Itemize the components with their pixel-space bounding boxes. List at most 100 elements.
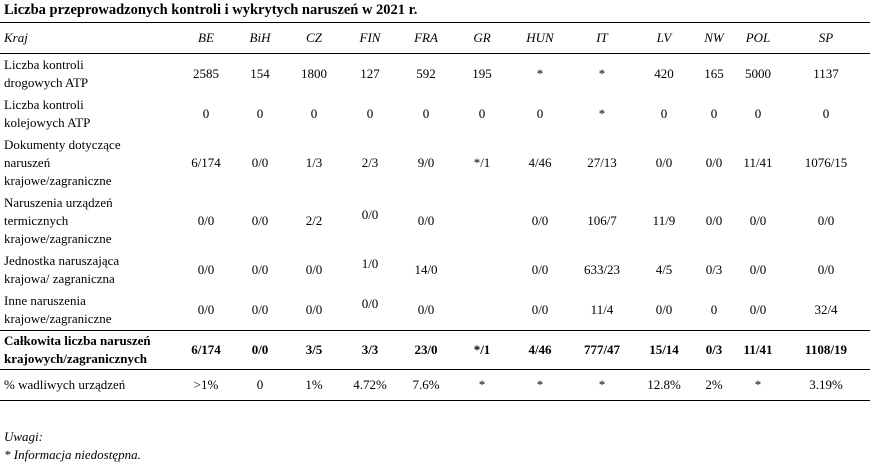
table-cell: 5000 xyxy=(745,66,771,81)
header-country: POL xyxy=(734,22,782,54)
table-cell: 0 xyxy=(234,369,286,401)
table-cell: 0 xyxy=(536,106,544,121)
table-cell: 165 xyxy=(704,66,724,81)
table-cell: 4/46 xyxy=(510,330,570,370)
table-cell: 9/0 xyxy=(417,155,435,170)
table-cell: 0/0 xyxy=(749,213,767,228)
header-country: FIN xyxy=(342,22,398,54)
table-cell: 0/0 xyxy=(234,330,286,370)
table-cell: 0 xyxy=(710,302,718,317)
table-cell xyxy=(454,192,510,250)
notes-heading: Uwagi: xyxy=(4,429,43,444)
row-label: Całkowita liczba naruszeń krajowych/zagr… xyxy=(0,330,178,370)
table-cell: 11/4 xyxy=(590,302,614,317)
table-cell: 0/0 xyxy=(531,262,549,277)
table-cell: 14/0 xyxy=(414,262,438,277)
table-cell: 0/0 xyxy=(817,262,835,277)
table-cell: 0/0 xyxy=(305,302,323,317)
table-cell: 0 xyxy=(422,106,430,121)
table-cell: 0/0 xyxy=(417,213,435,228)
table-cell: 23/0 xyxy=(398,330,454,370)
row-label: Liczba kontroli drogowych ATP xyxy=(4,57,89,90)
table-cell: 6/174 xyxy=(178,330,234,370)
table-cell: 0/0 xyxy=(361,207,379,222)
header-country: SP xyxy=(782,22,870,54)
table-cell: 0/0 xyxy=(531,302,549,317)
table-cell: 3.19% xyxy=(782,369,870,401)
notes-line: * Informacja niedostępna. xyxy=(4,447,141,462)
table-cell: * xyxy=(454,369,510,401)
table-notes: Uwagi: * Informacja niedostępna. xyxy=(4,428,141,464)
table-row-rail-checks: Liczba kontroli kolejowych ATP 0 0 0 0 0… xyxy=(0,94,870,134)
table-row-defective-percent: % wadliwych urządzeń >1% 0 1% 4.72% 7.6%… xyxy=(0,369,870,401)
table-cell: 4.72% xyxy=(342,369,398,401)
table-cell: 0/0 xyxy=(305,262,323,277)
table-cell: 592 xyxy=(416,66,436,81)
table-cell: * xyxy=(598,66,606,81)
table-cell: 1108/19 xyxy=(782,330,870,370)
table-cell: 127 xyxy=(360,66,380,81)
table-cell: 1/3 xyxy=(305,155,323,170)
table-cell: 0 xyxy=(256,106,264,121)
table-cell: 0/0 xyxy=(749,302,767,317)
table-row-violating-unit: Jednostka naruszająca krajowa/ zagranicz… xyxy=(0,250,870,290)
table-cell: 0/0 xyxy=(655,302,673,317)
header-country: HUN xyxy=(510,22,570,54)
table-cell: 1137 xyxy=(813,66,839,81)
header-country: NW xyxy=(694,22,734,54)
table-cell: 0/0 xyxy=(817,213,835,228)
table-cell: 3/5 xyxy=(286,330,342,370)
table-cell: 7.6% xyxy=(398,369,454,401)
table-cell: 0 xyxy=(478,106,486,121)
table-row-document-violations: Dokumenty dotyczące naruszeń krajowe/zag… xyxy=(0,134,870,192)
header-row: Kraj BE BiH CZ FIN FRA GR HUN IT LV NW P… xyxy=(0,22,870,54)
table-cell: 195 xyxy=(472,66,492,81)
header-country: LV xyxy=(634,22,694,54)
table-cell: 0/0 xyxy=(417,302,435,317)
table-cell: 2585 xyxy=(193,66,219,81)
table-cell xyxy=(454,250,510,290)
table-row-road-checks: Liczba kontroli drogowych ATP 2585 154 1… xyxy=(0,54,870,95)
table-cell: 0/0 xyxy=(197,262,215,277)
table-cell: 11/41 xyxy=(743,155,773,170)
header-country: CZ xyxy=(286,22,342,54)
table-cell: 1% xyxy=(286,369,342,401)
table-cell: 777/47 xyxy=(570,330,634,370)
row-label: Dokumenty dotyczące naruszeń krajowe/zag… xyxy=(4,137,121,188)
table-cell: 2/2 xyxy=(305,213,323,228)
table-cell: 0 xyxy=(202,106,210,121)
table-cell: 1800 xyxy=(301,66,327,81)
table-cell: 0/3 xyxy=(694,330,734,370)
table-cell: 0/0 xyxy=(655,155,673,170)
header-country: BE xyxy=(178,22,234,54)
table-cell: 0 xyxy=(754,106,762,121)
table-cell: 0/0 xyxy=(361,296,379,311)
table-row-other-violations: Inne naruszenia krajowe/zagraniczne 0/0 … xyxy=(0,290,870,331)
table-cell: 0 xyxy=(822,106,830,121)
header-country: BiH xyxy=(234,22,286,54)
table-cell: 2% xyxy=(694,369,734,401)
table-cell: */1 xyxy=(454,330,510,370)
table-cell: 0 xyxy=(710,106,718,121)
table-cell: 0/0 xyxy=(197,213,215,228)
table-cell: 0/0 xyxy=(705,213,723,228)
table-cell: */1 xyxy=(473,155,491,170)
table-cell: 0/0 xyxy=(197,302,215,317)
table-cell: 15/14 xyxy=(634,330,694,370)
header-country: GR xyxy=(454,22,510,54)
table-cell: 0/0 xyxy=(251,155,269,170)
table-cell: 420 xyxy=(654,66,674,81)
table-cell: 0/3 xyxy=(705,262,723,277)
table-cell: 2/3 xyxy=(361,155,379,170)
table-cell: 4/46 xyxy=(528,155,552,170)
table-row-total: Całkowita liczba naruszeń krajowych/zagr… xyxy=(0,330,870,370)
table-cell: 11/9 xyxy=(652,213,676,228)
row-label: Liczba kontroli kolejowych ATP xyxy=(4,97,91,130)
table-cell: 0 xyxy=(660,106,668,121)
table-cell: 633/23 xyxy=(583,262,621,277)
table-cell: 1076/15 xyxy=(804,155,848,170)
table-cell: 32/4 xyxy=(814,302,838,317)
table-row-thermal-device-violations: Naruszenia urządzeń termicznych krajowe/… xyxy=(0,192,870,250)
table-cell: 154 xyxy=(250,66,270,81)
table-cell: 6/174 xyxy=(191,155,221,170)
